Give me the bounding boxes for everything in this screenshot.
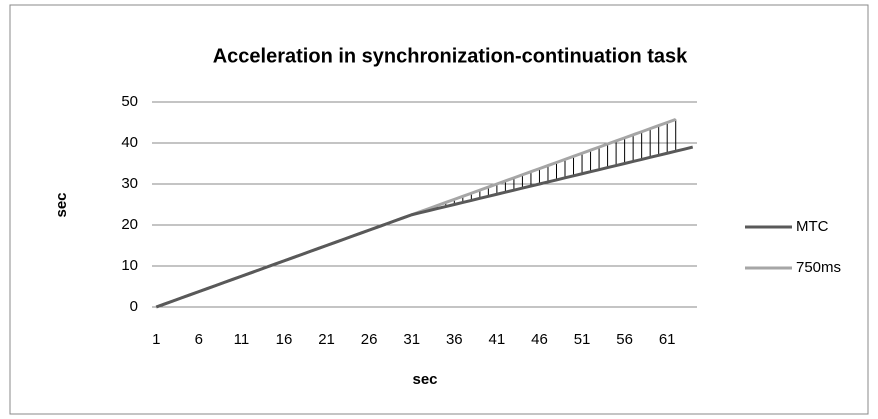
x-tick-label: 6 — [195, 331, 203, 348]
x-tick-label: 26 — [361, 331, 378, 348]
x-tick-label: 31 — [403, 331, 420, 348]
x-tick-label: 56 — [616, 331, 633, 348]
y-axis-title: sec — [53, 192, 70, 217]
x-tick-label: 41 — [489, 331, 506, 348]
x-tick-label: 46 — [531, 331, 548, 348]
x-tick-label: 16 — [276, 331, 293, 348]
y-tick-label: 40 — [121, 134, 138, 151]
series-line — [155, 145, 694, 309]
legend-label: MTC — [796, 218, 829, 235]
y-tick-label: 30 — [121, 175, 138, 192]
x-tick-label: 51 — [574, 331, 591, 348]
y-tick-label: 50 — [121, 93, 138, 110]
x-tick-label: 11 — [234, 331, 250, 348]
x-tick-label: 36 — [446, 331, 463, 348]
x-axis-title: sec — [412, 371, 437, 388]
legend-label: 750ms — [796, 259, 841, 276]
x-tick-label: 1 — [152, 331, 160, 348]
y-tick-label: 20 — [121, 216, 138, 233]
chart-title: Acceleration in synchronization-continua… — [213, 45, 688, 67]
x-tick-label: 21 — [318, 331, 335, 348]
y-tick-label: 0 — [130, 298, 138, 315]
y-tick-label: 10 — [121, 257, 138, 274]
x-tick-label: 61 — [659, 331, 676, 348]
